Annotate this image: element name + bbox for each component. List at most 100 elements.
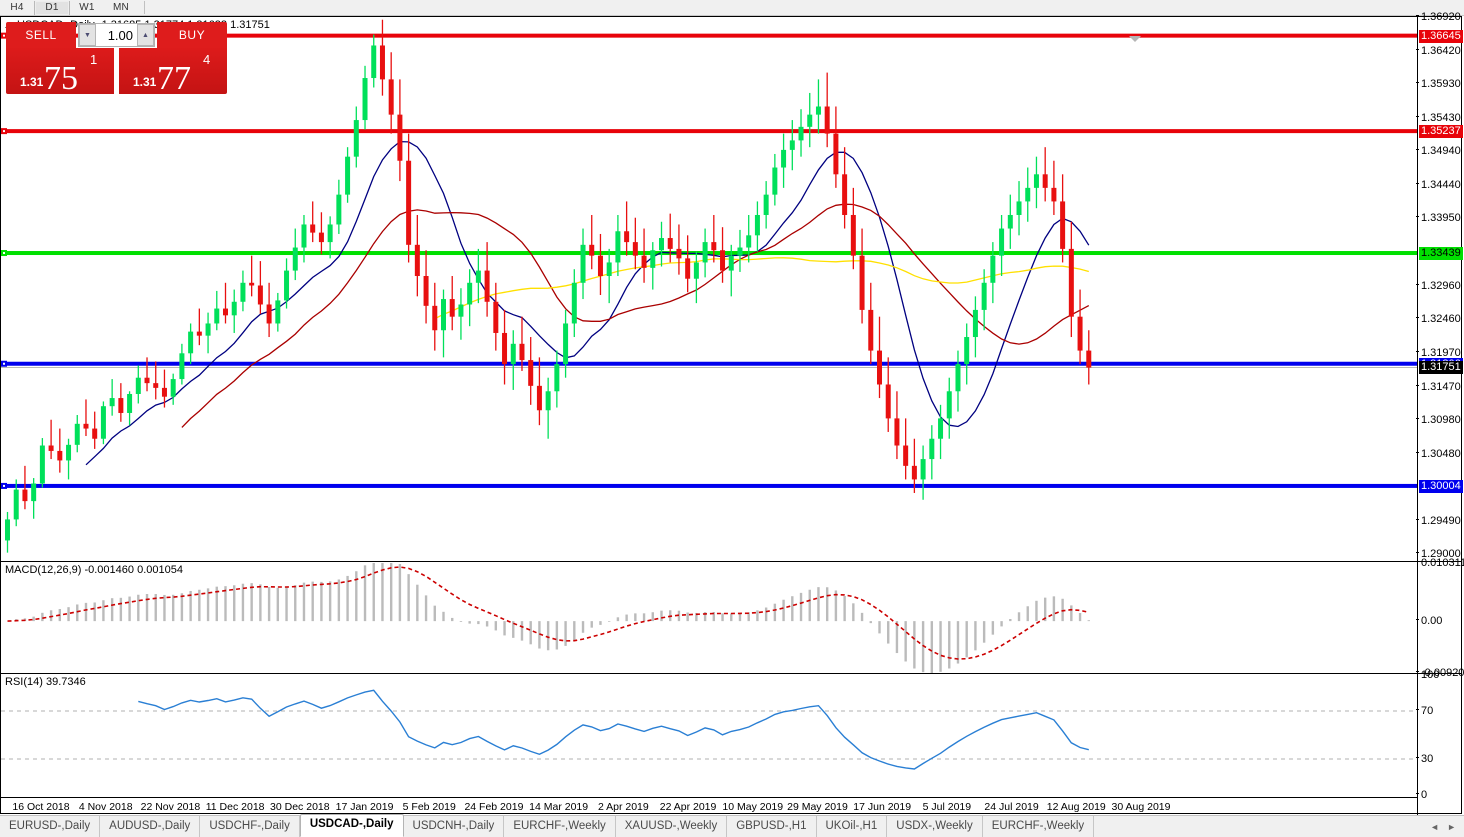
chart-tab-active[interactable]: USDCAD-,Daily <box>299 814 404 837</box>
buy-price-fraction: 4 <box>203 52 211 67</box>
time-axis: 16 Oct 2018 4 Nov 2018 22 Nov 2018 11 Dec 2… <box>1 797 1417 815</box>
chart-tab[interactable]: AUDUSD-,Daily <box>100 816 201 837</box>
pane-separator-1 <box>1 561 1461 562</box>
price-tick: 1.30980 <box>1416 414 1461 425</box>
time-tick: 22 Apr 2019 <box>659 801 717 813</box>
rsi-chart-svg <box>1 689 1417 770</box>
time-tick: 24 Feb 2019 <box>464 801 524 813</box>
timeframe-w1[interactable]: W1 <box>79 2 95 13</box>
price-chart-svg <box>1 19 1417 553</box>
price-tick: 1.34440 <box>1416 180 1461 191</box>
volume-input[interactable]: 1.00 <box>107 27 133 43</box>
price-axis-divider <box>1417 17 1418 561</box>
time-tick: 30 Aug 2019 <box>1111 801 1171 813</box>
one-click-trading-panel[interactable]: SELL ▼ 1.00 ▲ BUY 1.31 75 1 1.31 77 4 <box>6 22 227 94</box>
sell-price-fraction: 1 <box>90 52 98 67</box>
scroll-right-icon[interactable]: ► <box>1447 821 1456 832</box>
buy-price-prefix: 1.31 <box>133 75 157 89</box>
price-tick: 1.31470 <box>1416 381 1461 392</box>
time-tick: 12 Aug 2019 <box>1046 801 1106 813</box>
price-tick: 1.34940 <box>1416 146 1461 157</box>
timeframe-h4[interactable]: H4 <box>10 2 24 13</box>
timeframe-toolbar: H4 D1 W1 MN <box>0 0 1464 16</box>
price-tick: 1.29490 <box>1416 515 1461 526</box>
time-tick: 16 Oct 2018 <box>12 801 70 813</box>
time-tick: 14 Mar 2019 <box>529 801 589 813</box>
time-tick: 10 May 2019 <box>722 801 784 813</box>
rsi-pane[interactable]: RSI(14) 39.7346 <box>1 675 1417 795</box>
timeframe-d1[interactable]: D1 <box>34 0 70 15</box>
time-tick: 5 Feb 2019 <box>402 801 456 813</box>
time-tick: 5 Jul 2019 <box>922 801 972 813</box>
time-tick: 24 Jul 2019 <box>984 801 1039 813</box>
sell-button[interactable]: SELL <box>6 22 76 48</box>
time-tick: 4 Nov 2018 <box>78 801 133 813</box>
scroll-left-icon[interactable]: ◄ <box>1430 821 1440 832</box>
buy-price-main: 77 <box>157 60 191 94</box>
rsi-indicator-label: RSI(14) 39.7346 <box>5 676 86 688</box>
sell-price-main: 75 <box>44 60 78 94</box>
pane-separator-2 <box>1 673 1461 674</box>
chart-tab-bar[interactable]: EURUSD-,Daily AUDUSD-,Daily USDCHF-,Daily U… <box>0 814 1464 837</box>
chart-tab[interactable]: USDX-,Weekly <box>887 816 983 837</box>
chart-tab[interactable]: XAUUSD-,Weekly <box>616 816 728 837</box>
chart-tab[interactable]: EURCHF-,Weekly <box>983 816 1095 837</box>
chart-tab[interactable]: EURCHF-,Weekly <box>504 816 616 837</box>
rsi-tick: 70 <box>1416 706 1433 717</box>
volume-stepper[interactable]: ▼ 1.00 ▲ <box>78 23 155 47</box>
chart-tab[interactable]: EURUSD-,Daily <box>0 816 101 837</box>
price-level-label-red[interactable]: 1.36645 <box>1419 29 1463 43</box>
volume-increase-icon[interactable]: ▲ <box>137 24 154 46</box>
macd-tick: 0.00 <box>1416 616 1442 627</box>
macd-chart-svg <box>7 563 1090 673</box>
chart-tab[interactable]: USDCHF-,Daily <box>200 816 300 837</box>
price-level-label-black[interactable]: 1.31751 <box>1419 361 1463 375</box>
macd-pane[interactable]: MACD(12,26,9) -0.001460 0.001054 <box>1 563 1417 673</box>
price-tick: 1.31970 <box>1416 347 1461 358</box>
price-tick: 1.35430 <box>1416 113 1461 124</box>
sell-price-prefix: 1.31 <box>20 75 44 89</box>
time-tick: 2 Apr 2019 <box>597 801 649 813</box>
timeframe-mn[interactable]: MN <box>113 2 129 13</box>
rsi-tick: 0 <box>1416 790 1427 801</box>
volume-decrease-icon[interactable]: ▼ <box>79 24 96 46</box>
chart-tab[interactable]: UKOil-,H1 <box>817 816 888 837</box>
toolbar-divider <box>144 1 145 14</box>
price-scale[interactable]: 1.36920 1.36420 1.35930 1.35430 1.34940 1.344… <box>1416 12 1464 815</box>
macd-tick: -0.009203 <box>1416 668 1464 679</box>
chart-tab[interactable]: GBPUSD-,H1 <box>727 816 817 837</box>
price-level-label-green[interactable]: 1.33439 <box>1419 247 1463 261</box>
time-tick: 29 May 2019 <box>787 801 848 813</box>
time-tick: 17 Jun 2019 <box>853 801 912 813</box>
price-level-label-red[interactable]: 1.35237 <box>1419 125 1463 139</box>
price-tick: 1.35930 <box>1416 79 1461 90</box>
trade-panel-price-row: 1.31 75 1 1.31 77 4 <box>6 48 227 94</box>
rsi-tick: 30 <box>1416 754 1433 765</box>
price-tick: 1.29000 <box>1416 549 1461 560</box>
price-tick: 1.33950 <box>1416 213 1461 224</box>
sell-price-block[interactable]: 1.31 75 1 <box>6 48 114 94</box>
time-tick: 17 Jan 2019 <box>335 801 394 813</box>
buy-price-block[interactable]: 1.31 77 4 <box>119 48 227 94</box>
price-pane[interactable] <box>1 17 1417 554</box>
chart-drag-marker-icon[interactable] <box>1129 36 1141 42</box>
price-level-label-blue[interactable]: 1.30004 <box>1419 479 1463 493</box>
time-tick: 22 Nov 2018 <box>140 801 201 813</box>
macd-tick: 0.010311 <box>1416 558 1464 569</box>
buy-button[interactable]: BUY <box>157 22 227 48</box>
time-tick: 11 Dec 2018 <box>205 801 265 813</box>
price-tick: 1.36920 <box>1416 12 1461 23</box>
rsi-axis-divider <box>1417 674 1418 815</box>
macd-axis-divider <box>1417 562 1418 673</box>
tab-scroll-controls[interactable]: ◄ ► <box>1430 816 1464 837</box>
price-tick: 1.36420 <box>1416 45 1461 56</box>
price-tick: 1.32960 <box>1416 280 1461 291</box>
rsi-tick: 100 <box>1416 670 1439 681</box>
macd-indicator-label: MACD(12,26,9) -0.001460 0.001054 <box>5 564 183 576</box>
price-tick: 1.32460 <box>1416 314 1461 325</box>
time-tick: 30 Dec 2018 <box>270 801 330 813</box>
chart-tab[interactable]: USDCNH-,Daily <box>404 816 505 837</box>
trade-panel-top-row: SELL ▼ 1.00 ▲ BUY <box>6 22 227 48</box>
price-tick: 1.30480 <box>1416 448 1461 459</box>
